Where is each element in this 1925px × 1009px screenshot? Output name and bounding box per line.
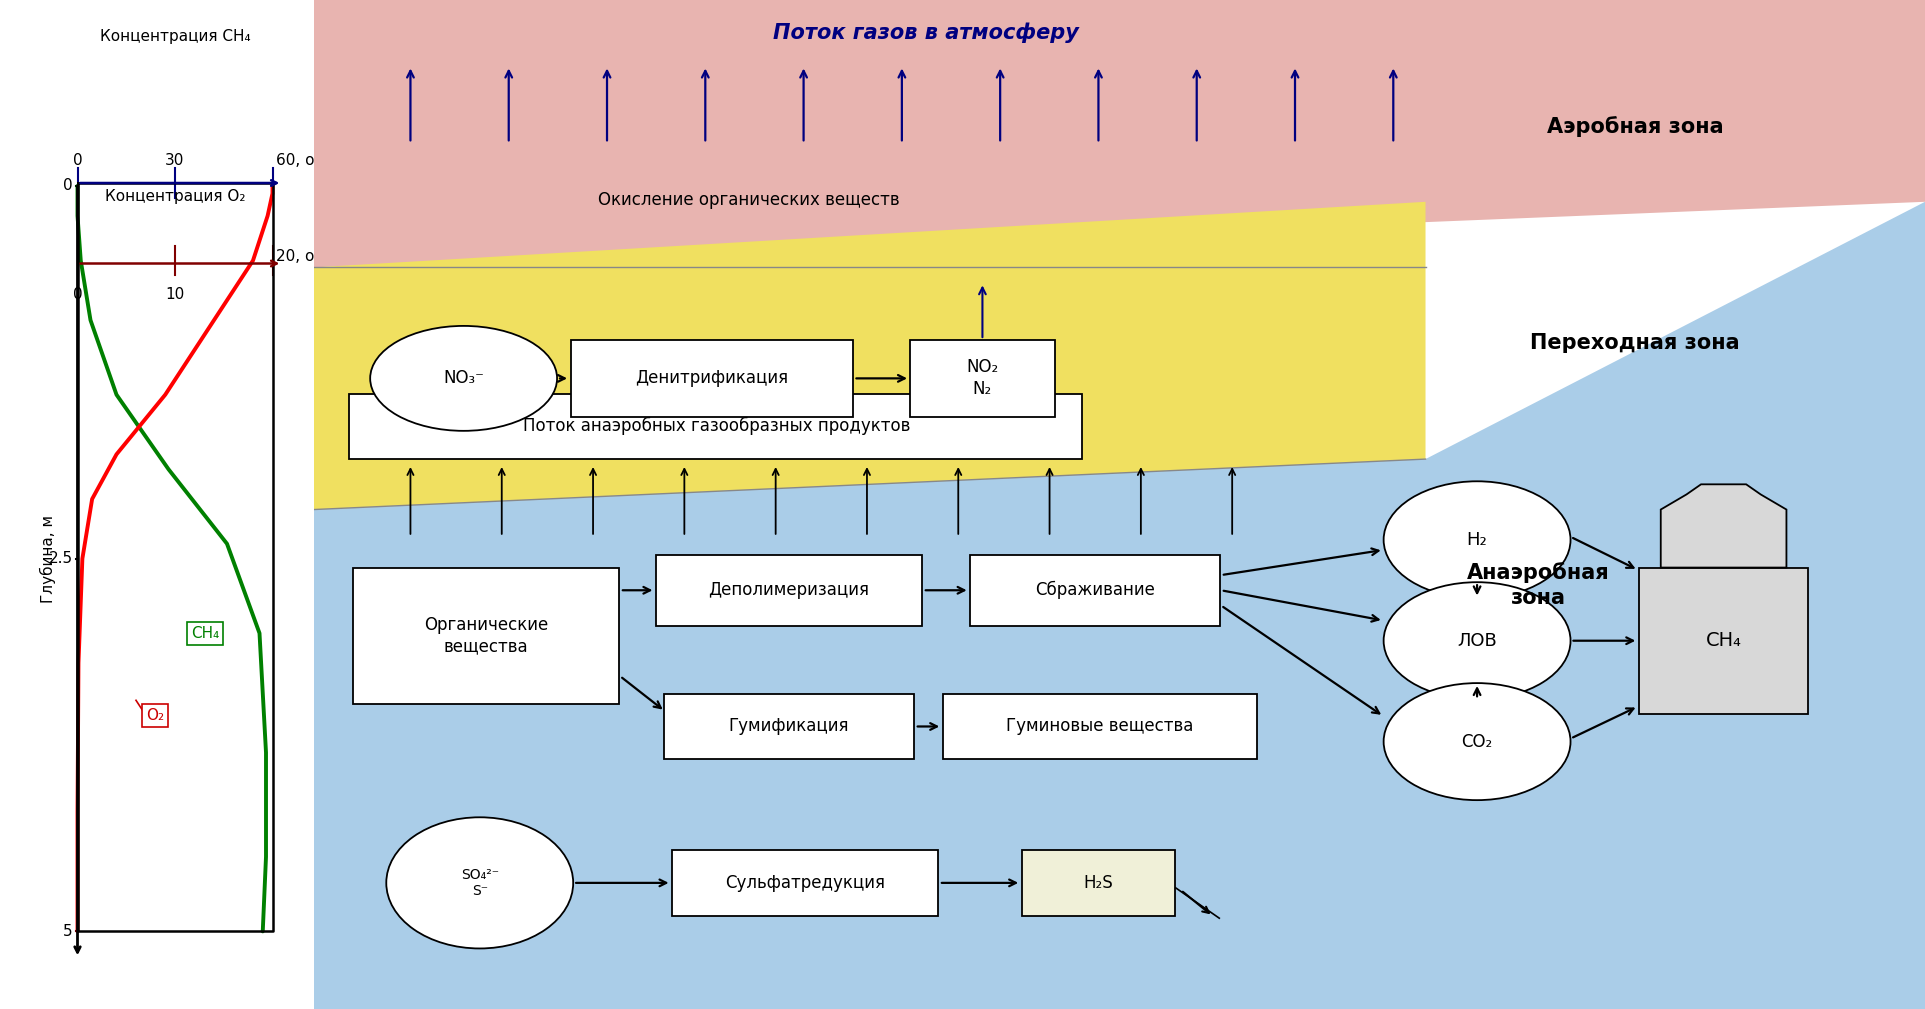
Text: Концентрация CH₄: Концентрация CH₄ xyxy=(100,29,250,44)
FancyBboxPatch shape xyxy=(348,394,1082,459)
Text: 0: 0 xyxy=(73,153,83,169)
Text: Переходная зона: Переходная зона xyxy=(1530,333,1740,353)
Text: Поток газов в атмосферу: Поток газов в атмосферу xyxy=(774,22,1080,42)
Text: Глубина, м: Глубина, м xyxy=(40,515,56,602)
Text: ЛОВ: ЛОВ xyxy=(1457,632,1498,650)
Text: Гумификация: Гумификация xyxy=(730,717,849,736)
Text: 0: 0 xyxy=(73,288,83,303)
Text: Деполимеризация: Деполимеризация xyxy=(708,581,870,599)
Text: Органические
вещества: Органические вещества xyxy=(424,615,549,656)
Text: CO₂: CO₂ xyxy=(1461,733,1492,751)
Text: 20, об. %: 20, об. % xyxy=(275,248,348,263)
Text: Сульфатредукция: Сульфатредукция xyxy=(726,874,886,892)
FancyBboxPatch shape xyxy=(354,567,620,704)
FancyBboxPatch shape xyxy=(970,555,1220,626)
Text: H₂: H₂ xyxy=(1467,531,1488,549)
Text: 2.5: 2.5 xyxy=(48,551,73,566)
Polygon shape xyxy=(1661,484,1786,567)
Text: 30: 30 xyxy=(166,153,185,169)
Ellipse shape xyxy=(1384,481,1571,598)
Text: Концентрация О₂: Концентрация О₂ xyxy=(104,189,244,204)
FancyBboxPatch shape xyxy=(1638,567,1808,714)
Text: SO₄²⁻
S⁻: SO₄²⁻ S⁻ xyxy=(460,868,499,898)
Text: CH₄: CH₄ xyxy=(1706,632,1742,650)
FancyBboxPatch shape xyxy=(656,555,922,626)
Ellipse shape xyxy=(1384,683,1571,800)
FancyBboxPatch shape xyxy=(1022,850,1174,916)
Text: Денитрификация: Денитрификация xyxy=(635,369,789,387)
Text: NO₃⁻: NO₃⁻ xyxy=(443,369,483,387)
Text: 0: 0 xyxy=(64,179,73,194)
Polygon shape xyxy=(314,202,1426,510)
Polygon shape xyxy=(314,202,1925,1009)
Text: O₂: O₂ xyxy=(146,707,164,722)
Text: Окисление органических веществ: Окисление органических веществ xyxy=(599,191,899,209)
Ellipse shape xyxy=(1384,582,1571,699)
FancyBboxPatch shape xyxy=(943,694,1257,759)
Text: Поток анаэробных газообразных продуктов: Поток анаэробных газообразных продуктов xyxy=(524,417,911,435)
Text: NO₂
N₂: NO₂ N₂ xyxy=(966,358,999,399)
FancyBboxPatch shape xyxy=(672,850,937,916)
FancyBboxPatch shape xyxy=(911,340,1055,417)
Text: 5: 5 xyxy=(64,924,73,938)
Text: 60, об. %: 60, об. % xyxy=(275,153,348,169)
Ellipse shape xyxy=(370,326,556,431)
Text: Сбраживание: Сбраживание xyxy=(1036,581,1155,599)
Text: Анаэробная
зона: Анаэробная зона xyxy=(1467,562,1609,608)
Text: Аэробная зона: Аэробная зона xyxy=(1546,116,1723,136)
Text: CH₄: CH₄ xyxy=(191,626,219,641)
Polygon shape xyxy=(314,0,1925,267)
Text: Гуминовые вещества: Гуминовые вещества xyxy=(1007,717,1194,736)
FancyBboxPatch shape xyxy=(664,694,914,759)
Text: 10: 10 xyxy=(166,288,185,303)
FancyBboxPatch shape xyxy=(572,340,853,417)
Ellipse shape xyxy=(387,817,574,948)
Text: H₂S: H₂S xyxy=(1084,874,1113,892)
